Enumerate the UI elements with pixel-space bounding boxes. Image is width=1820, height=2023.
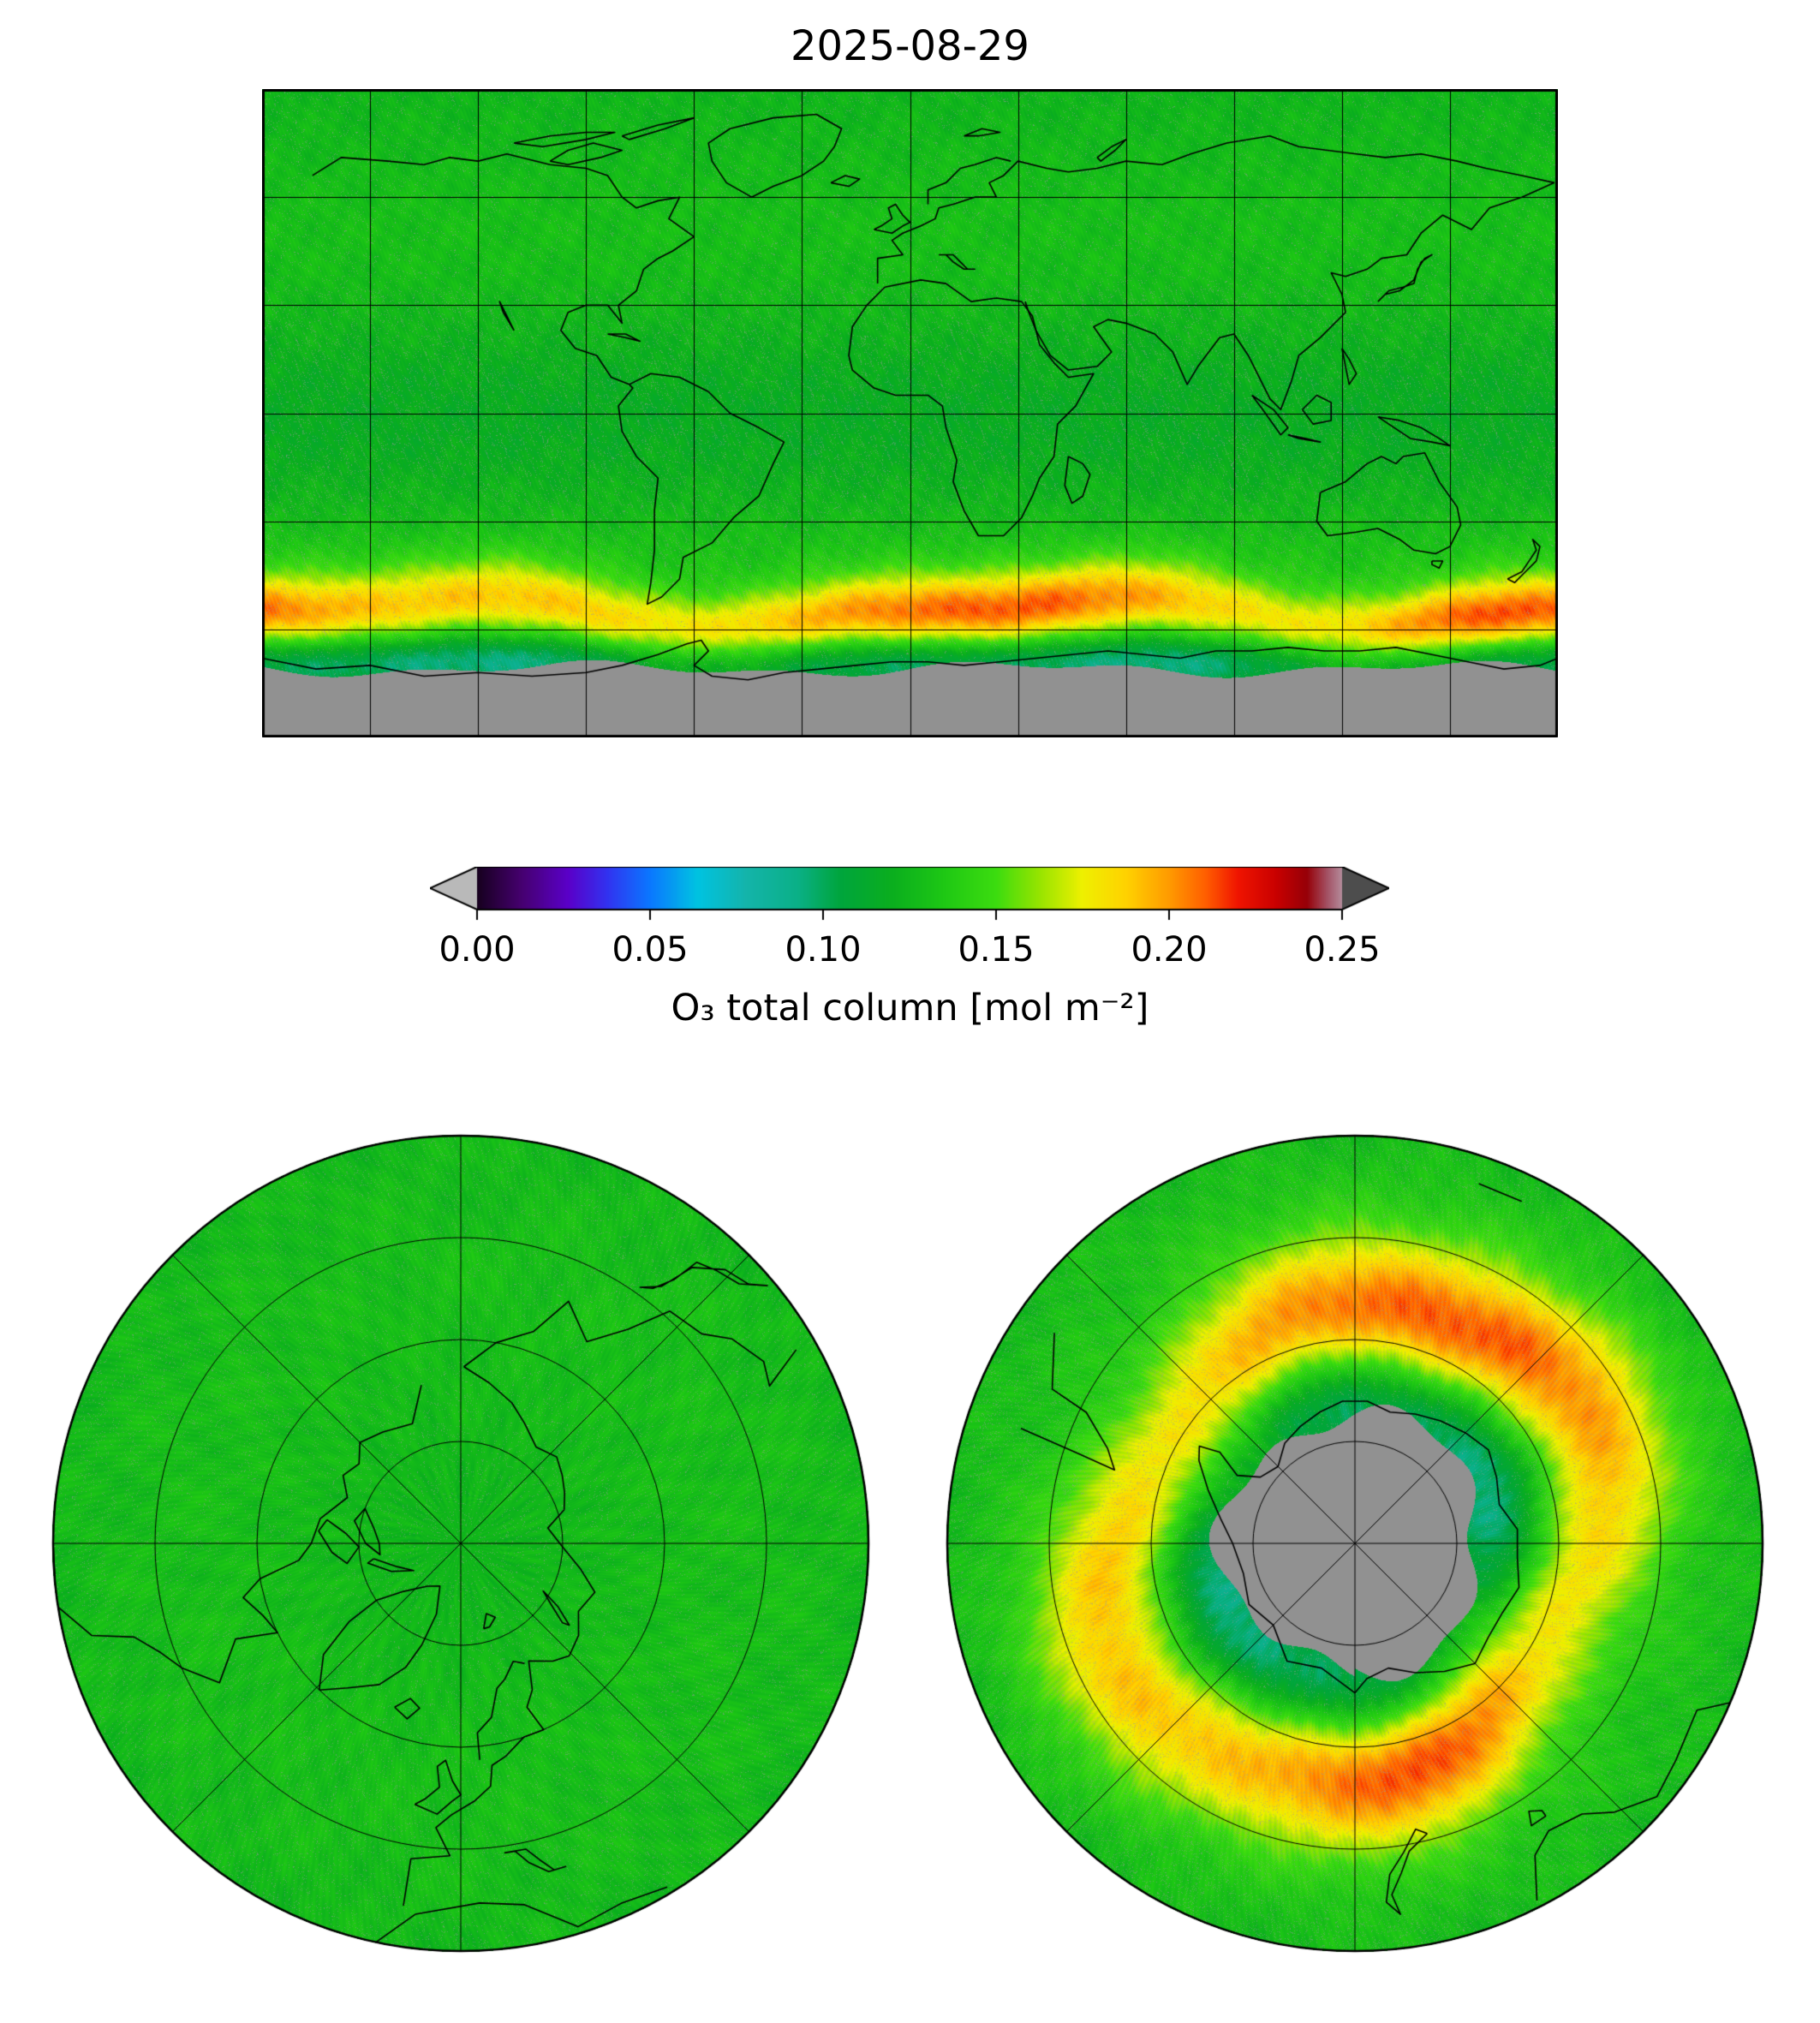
colorbar-tick-label: 0.10 bbox=[785, 930, 862, 970]
figure-title: 2025-08-29 bbox=[791, 22, 1029, 70]
north-polar-map bbox=[48, 1131, 874, 1956]
colorbar-gradient bbox=[430, 867, 1389, 923]
colorbar-tick-label: 0.20 bbox=[1131, 930, 1208, 970]
colorbar-tick-label: 0.05 bbox=[612, 930, 689, 970]
global-ozone-map bbox=[262, 89, 1558, 737]
colorbar-tick-label: 0.25 bbox=[1304, 930, 1381, 970]
colorbar-label: O₃ total column [mol m⁻²] bbox=[671, 987, 1149, 1029]
colorbar-tick-label: 0.00 bbox=[439, 930, 516, 970]
south-polar-map bbox=[942, 1131, 1768, 1956]
colorbar-tick-label: 0.15 bbox=[958, 930, 1035, 970]
